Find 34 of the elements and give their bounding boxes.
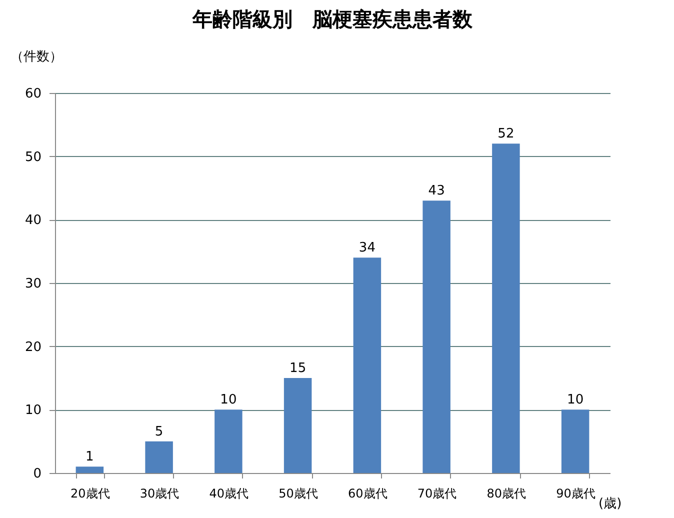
bar <box>353 258 382 473</box>
y-tick-label: 50 <box>24 150 42 165</box>
bar <box>145 441 173 473</box>
data-label: 34 <box>358 240 376 256</box>
data-label: 43 <box>428 184 445 199</box>
bar <box>492 144 520 473</box>
y-tick-label: 30 <box>24 276 42 292</box>
x-tick-label: 90歳代 <box>556 486 596 500</box>
x-tick-label: 30歳代 <box>140 486 180 500</box>
x-tick-label: 60歳代 <box>348 486 388 500</box>
bar <box>214 410 242 473</box>
y-tick-label: 20 <box>24 340 42 355</box>
data-label: 5 <box>154 424 164 440</box>
data-label: 10 <box>220 392 237 408</box>
data-label: 1 <box>86 450 94 465</box>
y-axis-title: （件数） <box>10 50 62 64</box>
data-label: 15 <box>290 361 306 376</box>
y-tick-label: 40 <box>24 213 42 228</box>
y-tick-label: 0 <box>33 466 42 482</box>
bar <box>422 200 450 473</box>
bar <box>76 466 104 473</box>
chart-title: 年齢階級別 脳梗塞疾患患者数 <box>192 7 474 31</box>
x-tick-label: 40歳代 <box>209 486 249 500</box>
data-label: 10 <box>567 392 584 408</box>
y-tick-label: 10 <box>24 403 42 418</box>
x-tick-label: 70歳代 <box>417 486 457 500</box>
y-tick-label: 60 <box>24 86 42 102</box>
x-tick-label: 20歳代 <box>70 486 110 500</box>
x-tick-label: 50歳代 <box>278 486 318 500</box>
bar <box>561 410 590 473</box>
data-label: 52 <box>498 126 514 142</box>
x-axis-title: (歳) <box>598 496 622 512</box>
bar <box>284 378 312 473</box>
x-tick-label: 80歳代 <box>486 486 526 500</box>
